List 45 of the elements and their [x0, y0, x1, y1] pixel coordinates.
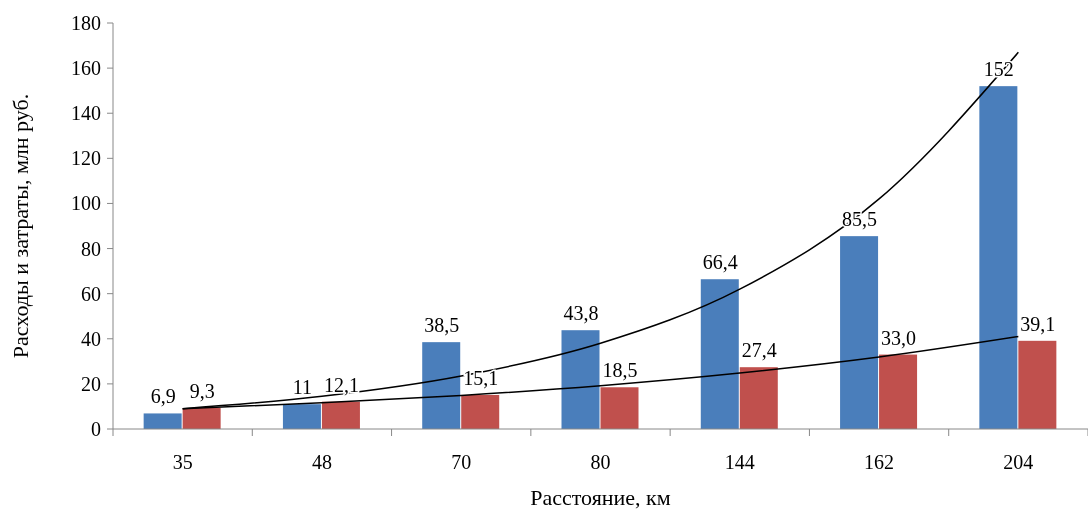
bar	[739, 367, 778, 429]
bar	[700, 279, 739, 429]
data-label: 12,1	[323, 373, 359, 396]
bar	[979, 86, 1018, 429]
bar	[182, 408, 221, 429]
y-tick-label: 180	[71, 12, 101, 34]
data-label: 15,1	[463, 366, 499, 389]
data-label: 39,1	[1020, 312, 1056, 335]
bar	[561, 330, 600, 429]
y-tick-label: 20	[81, 372, 101, 395]
x-tick-label: 35	[172, 451, 193, 473]
data-label: 6,9	[150, 385, 176, 408]
bar	[600, 387, 639, 429]
data-label: 43,8	[563, 302, 599, 325]
bar	[422, 342, 461, 429]
data-label: 66,4	[702, 251, 738, 274]
x-tick-label: 204	[1003, 451, 1034, 473]
y-tick-label: 80	[81, 237, 101, 260]
y-axis-title: Расходы и затраты, млн руб.	[8, 93, 33, 359]
y-tick-label: 100	[71, 192, 101, 215]
bar	[840, 236, 879, 429]
y-tick-label: 0	[91, 418, 101, 440]
x-tick-label: 80	[590, 451, 611, 473]
data-label: 27,4	[741, 339, 777, 362]
y-tick-label: 140	[71, 102, 101, 125]
y-tick-label: 40	[81, 327, 101, 350]
x-tick-label: 70	[451, 451, 472, 473]
data-label: 18,5	[602, 359, 638, 382]
bar	[879, 354, 918, 429]
bar	[1018, 340, 1057, 429]
data-label: 9,3	[189, 380, 215, 403]
x-tick-label: 162	[864, 451, 895, 473]
y-tick-label: 120	[71, 147, 101, 170]
bar	[282, 404, 321, 429]
x-tick-label: 144	[724, 451, 755, 473]
data-label: 38,5	[424, 314, 460, 337]
data-label: 11	[292, 376, 313, 399]
x-axis-title: Расстояние, км	[530, 485, 671, 510]
bar	[143, 413, 182, 429]
x-tick-label: 48	[311, 451, 332, 473]
y-tick-label: 160	[71, 57, 101, 80]
bar	[321, 401, 360, 429]
y-tick-label: 60	[81, 282, 101, 305]
data-label: 33,0	[881, 326, 917, 349]
bar	[461, 394, 500, 429]
